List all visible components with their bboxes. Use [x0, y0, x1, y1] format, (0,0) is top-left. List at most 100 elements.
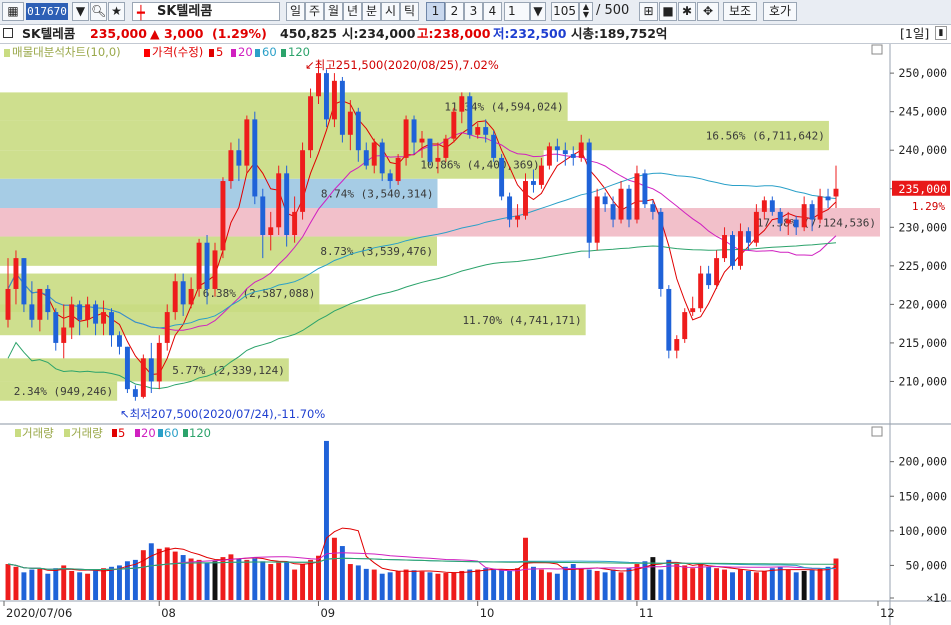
code-dropdown-button[interactable]: ▼ — [72, 2, 89, 21]
volume-bar — [284, 561, 290, 600]
number-tab-2[interactable]: 2 — [445, 2, 464, 21]
legend-volume-ma: 60 — [164, 426, 179, 440]
volume-bar — [507, 570, 513, 600]
candle-body — [801, 204, 807, 228]
volume-profile-bar — [0, 208, 880, 237]
legend-ma: 20 — [238, 45, 253, 59]
candle-body — [331, 80, 337, 120]
candle-body — [570, 154, 576, 158]
volume-bar — [85, 573, 91, 600]
volume-bar — [777, 566, 783, 600]
period-tab-2[interactable]: 월 — [324, 2, 343, 21]
candle-body — [419, 138, 425, 143]
chart-area[interactable]: 2.34% (949,246) 5.77% (2,339,124) 11.70% (… — [0, 44, 951, 625]
interval-input[interactable]: 1 — [504, 2, 530, 21]
period-tab-4[interactable]: 분 — [362, 2, 381, 21]
volume-bar — [331, 537, 337, 600]
search-icon[interactable]: 🔍︎ — [90, 2, 107, 21]
current-price-label: 235,000 — [899, 182, 948, 196]
volume-profile-bar — [0, 273, 320, 313]
vol-legend-swatch — [64, 429, 70, 437]
volume-profile-label: 5.77% (2,339,124) — [172, 364, 285, 377]
volume-bar — [626, 568, 632, 600]
candle-body — [164, 312, 170, 343]
volume-bar — [53, 568, 59, 600]
candle-body — [618, 188, 624, 220]
checkbox-icon[interactable] — [3, 28, 13, 38]
volume-bar — [817, 568, 823, 600]
candle-body — [411, 119, 417, 143]
volume-bar — [530, 566, 536, 600]
candle-body — [403, 119, 409, 158]
price-volume-chart[interactable]: 2.34% (949,246) 5.77% (2,339,124) 11.70% (… — [0, 44, 951, 625]
volume-ma120-line — [7, 557, 836, 571]
candle-body — [538, 165, 544, 185]
volume-bar — [61, 565, 67, 600]
volume-bar — [666, 559, 672, 600]
candle-body — [714, 258, 720, 286]
volume-bar — [801, 570, 807, 600]
period-tab-5[interactable]: 시 — [381, 2, 400, 21]
candle-body — [140, 358, 146, 397]
count-input[interactable]: 105 — [551, 2, 579, 21]
volume-bar — [650, 557, 656, 600]
candle-body — [355, 111, 361, 151]
current-price-box — [892, 180, 950, 196]
assist-button[interactable]: 보조 — [723, 2, 757, 21]
volume-bar — [443, 573, 449, 600]
candle-body — [228, 150, 234, 182]
volume-bar — [594, 570, 600, 600]
price-info-bar: SK텔레콤 235,000 ▲ 3,000 (1.29%) 450,825 시:… — [0, 25, 951, 44]
x-tick-label: 12 — [880, 606, 895, 620]
price-tick-label: 220,000 — [899, 297, 948, 311]
candle-body — [602, 196, 608, 205]
candle-body — [642, 173, 648, 205]
volume-bar — [658, 569, 664, 600]
maximize-price-icon — [871, 44, 883, 55]
volume-bar — [268, 564, 274, 600]
candle-body — [745, 231, 751, 243]
volume-bar — [403, 569, 409, 600]
stock-code-input[interactable]: 017670 — [26, 3, 68, 20]
number-tab-1[interactable]: 1 — [426, 2, 445, 21]
price-tick-label: 230,000 — [899, 220, 948, 234]
volume-bar — [475, 569, 481, 600]
number-tab-3[interactable]: 3 — [464, 2, 483, 21]
candle-body — [53, 312, 59, 343]
panel-toggle-icon[interactable]: ▮ — [935, 26, 947, 40]
move-crosshair-icon[interactable]: ✥ — [697, 2, 719, 21]
volume-bar — [427, 572, 433, 600]
period-tab-6[interactable]: 틱 — [400, 2, 419, 21]
settings-gear-icon[interactable]: ✱ — [678, 2, 696, 21]
vol-legend-swatch — [15, 429, 21, 437]
candle-body — [483, 127, 489, 135]
candle-body — [116, 335, 122, 347]
stock-name-field[interactable]: SK텔레콤 — [132, 2, 280, 21]
ma-legend-swatch — [281, 49, 286, 57]
quote-button[interactable]: 호가 — [763, 2, 797, 21]
number-tab-4[interactable]: 4 — [483, 2, 502, 21]
star-icon[interactable]: ★ — [108, 2, 125, 21]
candle-body — [578, 142, 584, 158]
candle-body — [220, 181, 226, 251]
volume-bar — [308, 559, 314, 600]
low-price: 저:232,500 — [493, 26, 567, 41]
interval-dropdown-button[interactable]: ▼ — [530, 2, 546, 21]
period-tab-3[interactable]: 년 — [343, 2, 362, 21]
candle-body — [132, 389, 138, 397]
candle-body — [363, 150, 369, 166]
volume-bar — [674, 564, 680, 600]
period-tab-0[interactable]: 일 — [286, 2, 305, 21]
candle-body — [260, 196, 266, 235]
count-stepper[interactable]: ▲ ▼ — [579, 2, 593, 21]
price-tick-label: 210,000 — [899, 374, 948, 388]
save-icon[interactable]: ■ — [659, 2, 677, 21]
volume-bar — [483, 568, 489, 600]
volume-bar — [69, 570, 75, 600]
add-chart-icon[interactable]: ⊞ — [639, 2, 658, 21]
candle-body — [156, 342, 162, 382]
volume-bar — [499, 570, 505, 600]
grid-menu-icon[interactable]: ▦ — [2, 2, 24, 21]
candle-body — [21, 258, 27, 305]
period-tab-1[interactable]: 주 — [305, 2, 324, 21]
